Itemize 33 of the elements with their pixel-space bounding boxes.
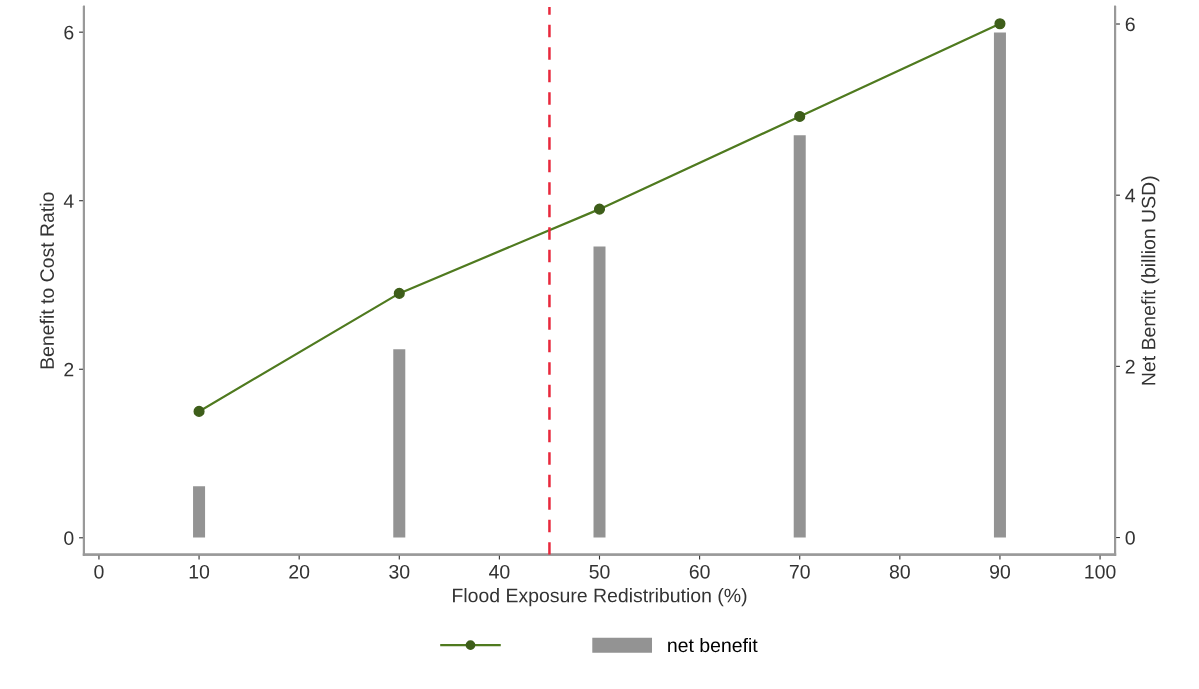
y-tick-label: 0 xyxy=(64,531,74,546)
x-tick-label: 80 xyxy=(889,564,910,579)
y2-tick-label: 2 xyxy=(1125,359,1135,374)
x-tick-label: 30 xyxy=(389,564,410,579)
y2-tick-label: 4 xyxy=(1125,188,1136,203)
y2-axis-title: Net Benefit (billion USD) xyxy=(1141,176,1160,385)
bar xyxy=(393,349,406,538)
y-tick-label: 2 xyxy=(64,362,74,377)
point xyxy=(593,203,606,215)
y2-tick-label: 6 xyxy=(1125,17,1135,32)
x-axis-title: Flood Exposure Redistribution (%) xyxy=(453,588,747,607)
x-tick-label: 60 xyxy=(689,564,710,579)
point xyxy=(393,287,405,299)
x-tick-label: 10 xyxy=(189,564,210,579)
point xyxy=(794,110,806,122)
bar xyxy=(993,32,1006,538)
x-tick-label: 40 xyxy=(489,564,510,579)
y-tick-label: 6 xyxy=(64,25,74,40)
legend-label: net benefit xyxy=(668,637,758,653)
y-axis-title: Benefit to Cost Ratio xyxy=(39,192,54,369)
point xyxy=(193,405,205,417)
bar xyxy=(793,135,806,538)
x-tick-label: 20 xyxy=(289,564,310,579)
x-tick-label: 100 xyxy=(1085,564,1116,579)
x-tick-label: 50 xyxy=(589,564,610,579)
bar xyxy=(593,246,606,538)
y2-tick-label: 0 xyxy=(1125,531,1135,545)
x-tick-label: 90 xyxy=(990,564,1010,579)
y-tick-label: 4 xyxy=(63,194,74,208)
point xyxy=(994,18,1006,30)
bar xyxy=(193,486,206,538)
x-tick-label: 70 xyxy=(789,564,810,579)
x-tick-label: 0 xyxy=(94,564,104,579)
